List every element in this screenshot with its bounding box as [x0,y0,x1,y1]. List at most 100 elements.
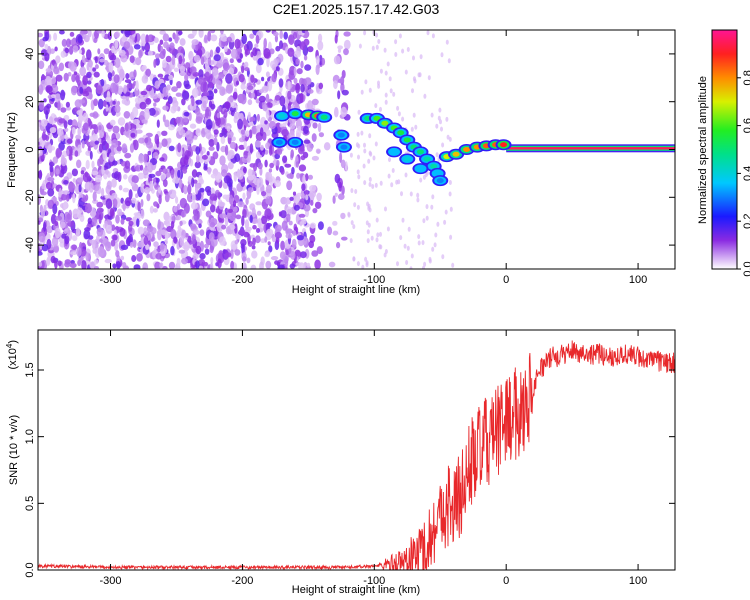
noise-blob [207,30,212,42]
noise-blob [146,84,152,92]
noise-blob [115,250,120,258]
noise-blob [108,152,115,163]
noise-blob [234,239,239,245]
noise-blob [447,58,451,64]
noise-blob [60,193,68,201]
noise-blob [143,236,149,246]
noise-blob [63,201,68,210]
noise-blob [129,143,135,153]
noise-blob [209,221,216,228]
noise-blob [426,30,430,36]
noise-blob [297,125,302,131]
noise-blob [136,218,140,228]
noise-blob [68,150,73,161]
noise-blob [386,226,390,232]
noise-blob [210,103,216,110]
noise-blob [304,173,309,182]
noise-blob [302,174,306,186]
noise-blob [264,120,268,125]
noise-blob [121,98,127,105]
noise-blob [229,58,234,64]
noise-blob [192,229,200,235]
noise-blob [264,236,268,243]
noise-blob [259,127,264,137]
noise-blob [304,64,312,71]
noise-blob [309,185,317,192]
noise-blob [153,37,159,43]
noise-blob [366,238,370,244]
noise-blob [258,89,264,94]
noise-blob [132,239,137,248]
noise-blob [384,206,387,212]
noise-blob [77,127,81,136]
noise-blob [398,33,402,39]
noise-blob [71,74,76,83]
noise-blob [111,45,115,54]
noise-blob [45,85,53,93]
noise-blob [341,185,345,196]
noise-blob [299,41,306,51]
noise-blob [358,43,362,49]
noise-blob [120,244,129,250]
noise-blob [40,119,48,127]
noise-blob [199,229,205,237]
noise-blob [238,74,245,83]
noise-blob [235,80,240,86]
noise-blob [157,73,164,78]
noise-blob [200,150,204,156]
noise-blob [219,73,225,80]
noise-blob [198,265,204,269]
noise-blob [423,93,427,99]
noise-blob [233,112,241,120]
noise-blob [435,123,439,129]
noise-blob [210,257,214,264]
noise-blob [307,100,313,111]
noise-blob [157,92,165,99]
noise-blob [171,96,177,105]
noise-blob [94,56,98,64]
noise-blob [124,160,131,169]
noise-blob [53,245,59,253]
noise-blob [105,241,112,252]
noise-blob [41,131,47,141]
noise-blob [290,250,296,260]
noise-blob [280,240,285,251]
noise-blob [343,39,351,50]
noise-blob [60,107,67,113]
noise-blob [38,232,46,243]
noise-blob [304,30,308,36]
noise-blob [375,32,378,38]
noise-blob [397,111,401,117]
noise-blob [88,59,93,68]
noise-blob [328,261,336,268]
noise-blob [262,103,268,112]
noise-blob [219,155,226,166]
noise-blob [309,222,316,229]
noise-blob [303,54,308,61]
noise-blob [387,173,391,179]
noise-blob [174,34,179,44]
noise-blob [202,100,207,109]
noise-blob [44,52,50,62]
noise-blob [175,116,181,124]
noise-blob [234,249,241,256]
spectrogram-noise [38,30,455,269]
trace-point-core [403,137,411,143]
noise-blob [244,67,250,72]
noise-blob [73,71,78,76]
noise-blob [448,191,452,197]
noise-blob [105,84,111,90]
noise-blob [312,208,318,214]
noise-blob [175,92,182,97]
noise-blob [218,201,226,207]
noise-blob [119,68,125,78]
noise-blob [78,49,83,55]
noise-blob [130,181,136,187]
noise-blob [230,216,236,221]
noise-blob [67,119,74,126]
noise-blob [409,191,413,197]
noise-blob [213,137,218,146]
noise-blob [95,85,103,95]
noise-blob [274,260,280,265]
noise-blob [383,47,387,53]
